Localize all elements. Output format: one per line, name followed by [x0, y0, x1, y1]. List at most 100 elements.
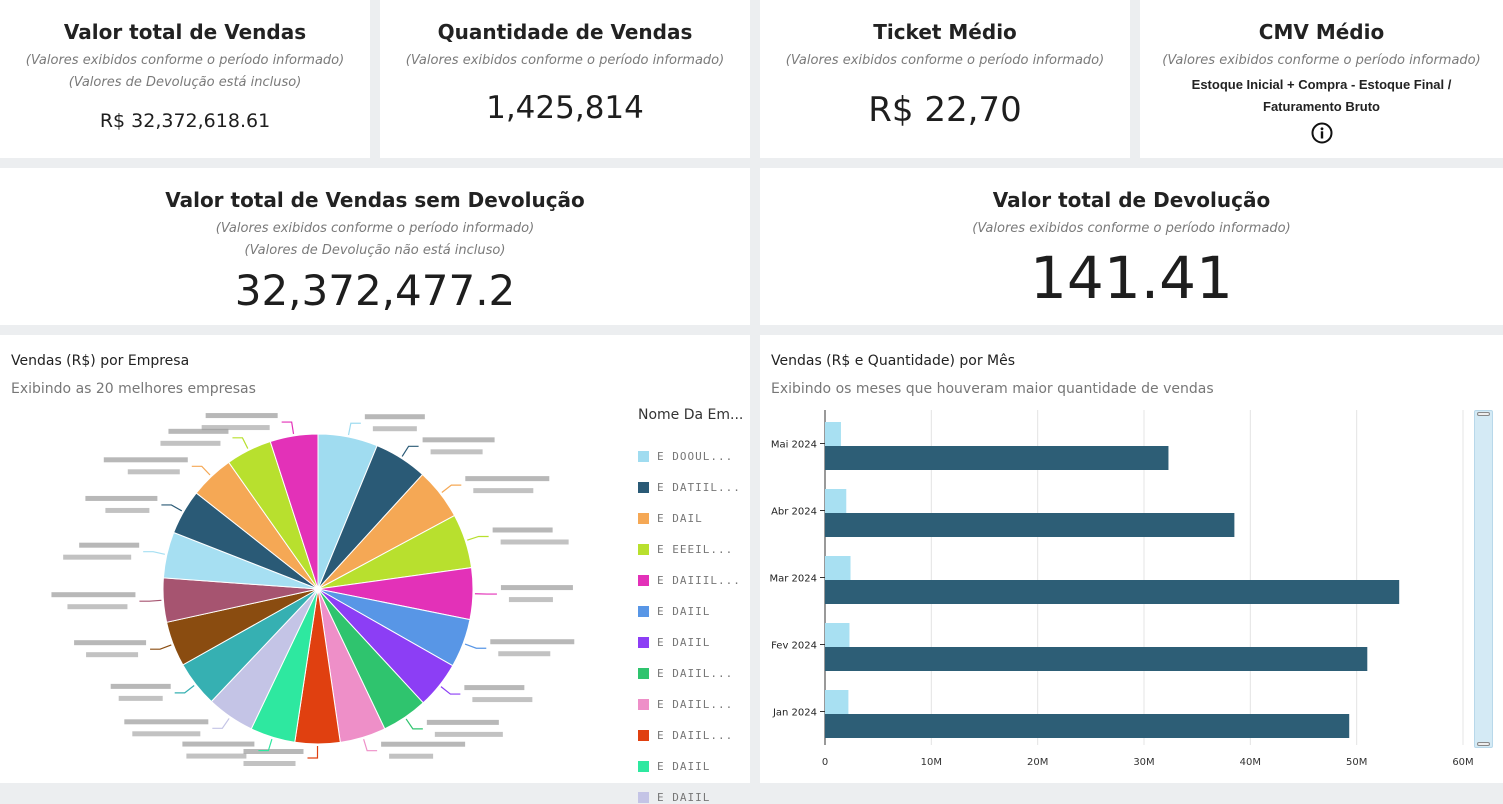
- legend-swatch: [638, 482, 649, 493]
- legend-label: E DAIIL: [657, 791, 710, 804]
- pie-slice-label: [243, 749, 303, 766]
- legend-swatch: [638, 730, 649, 741]
- bar-vendas[interactable]: [825, 446, 1168, 470]
- legend-item[interactable]: E DAIL: [638, 512, 703, 525]
- pie-slice-label: [490, 639, 574, 656]
- legend-label: E EEEIL...: [657, 543, 733, 556]
- pie-leader-line: [175, 686, 194, 693]
- pie-slice-label: [160, 429, 228, 446]
- pie-leader-line: [143, 552, 165, 555]
- legend-item[interactable]: E DAIIL...: [638, 729, 733, 742]
- bar-quantidade[interactable]: [825, 556, 851, 580]
- kpi-value: 32,372,477.2: [0, 266, 750, 315]
- pie-leader-line: [467, 536, 488, 540]
- legend-item[interactable]: E DAIIL: [638, 791, 710, 804]
- kpi-title: Quantidade de Vendas: [380, 20, 750, 44]
- pie-leader-line: [441, 687, 460, 694]
- legend-swatch: [638, 637, 649, 648]
- kpi-title: CMV Médio: [1140, 20, 1503, 44]
- pie-chart[interactable]: [0, 335, 630, 783]
- bar-vendas[interactable]: [825, 647, 1367, 671]
- scrollbar[interactable]: [1474, 410, 1493, 748]
- kpi-subtitle: (Valores exibidos conforme o período inf…: [0, 50, 370, 72]
- legend-label: E DOOUL...: [657, 450, 733, 463]
- pie-slice-label: [501, 585, 573, 602]
- legend-item[interactable]: E EEEIL...: [638, 543, 733, 556]
- kpi-value: 1,425,814: [380, 90, 750, 126]
- legend-item[interactable]: E DAIIL...: [638, 698, 733, 711]
- cmv-formula-line1: Estoque Inicial + Compra - Estoque Final…: [1140, 74, 1503, 96]
- pie-slice-label: [423, 437, 495, 454]
- legend-title: Nome Da Em...: [638, 407, 743, 423]
- scrollbar-handle-top[interactable]: [1477, 412, 1490, 416]
- legend-swatch: [638, 668, 649, 679]
- bar-vendas[interactable]: [825, 580, 1399, 604]
- pie-slice-label: [104, 457, 188, 474]
- y-tick-label: Abr 2024: [771, 507, 817, 518]
- kpi-cmv-card: CMV Médio (Valores exibidos conforme o p…: [1140, 0, 1503, 158]
- pie-leader-line: [402, 446, 418, 456]
- pie-leader-line: [258, 739, 272, 750]
- pie-leader-line: [161, 505, 181, 511]
- bar-quantidade[interactable]: [825, 623, 849, 647]
- legend-swatch: [638, 544, 649, 555]
- pie-leader-line: [232, 438, 247, 449]
- kpi-subtitle: (Valores de Devolução não está incluso): [0, 240, 750, 262]
- x-tick-label: 40M: [1240, 757, 1261, 768]
- pie-leader-line: [307, 746, 317, 758]
- pie-chart-card: Vendas (R$) por Empresa Exibindo as 20 m…: [0, 335, 750, 783]
- cmv-formula-line2: Faturamento Bruto: [1140, 96, 1503, 118]
- y-tick-label: Fev 2024: [771, 641, 817, 652]
- kpi-subtitle: (Valores de Devolução está incluso): [0, 72, 370, 94]
- y-tick-label: Mai 2024: [771, 440, 817, 451]
- pie-leader-line: [150, 645, 171, 649]
- pie-slice-label: [465, 476, 549, 493]
- kpi-value: R$ 22,70: [760, 90, 1130, 130]
- pie-leader-line: [364, 739, 377, 750]
- pie-slice-label: [381, 742, 465, 759]
- legend-swatch: [638, 513, 649, 524]
- legend-label: E DAIIIL...: [657, 574, 741, 587]
- kpi-title: Valor total de Vendas sem Devolução: [0, 188, 750, 212]
- pie-slice-label: [365, 414, 425, 431]
- scrollbar-handle-bottom[interactable]: [1477, 742, 1490, 746]
- bar-quantidade[interactable]: [825, 489, 846, 513]
- x-tick-label: 30M: [1133, 757, 1154, 768]
- bar-vendas[interactable]: [825, 513, 1234, 537]
- kpi-title: Ticket Médio: [760, 20, 1130, 44]
- kpi-devolucao-card: Valor total de Devolução (Valores exibid…: [760, 168, 1503, 325]
- legend-item[interactable]: E DATIIL...: [638, 481, 741, 494]
- kpi-subtitle: (Valores exibidos conforme o período inf…: [760, 218, 1503, 240]
- bar-quantidade[interactable]: [825, 690, 848, 714]
- bar-quantidade[interactable]: [825, 422, 841, 446]
- legend-label: E DAIIL: [657, 636, 710, 649]
- legend-item[interactable]: E DAIIL: [638, 636, 710, 649]
- legend-item[interactable]: E DAIIL: [638, 760, 710, 773]
- legend-item[interactable]: E DAIIL: [638, 605, 710, 618]
- info-icon[interactable]: [1311, 122, 1333, 144]
- legend-item[interactable]: E DOOUL...: [638, 450, 733, 463]
- bar-chart-card: Vendas (R$ e Quantidade) por Mês Exibind…: [760, 335, 1503, 783]
- y-tick-label: Jan 2024: [772, 708, 817, 719]
- kpi-title: Valor total de Devolução: [760, 188, 1503, 212]
- bar-vendas[interactable]: [825, 714, 1349, 738]
- pie-slice-label: [427, 720, 503, 737]
- kpi-value: R$ 32,372,618.61: [0, 110, 370, 132]
- pie-leader-line: [192, 466, 210, 475]
- pie-leader-line: [465, 644, 486, 648]
- kpi-sem-devolucao-card: Valor total de Vendas sem Devolução (Val…: [0, 168, 750, 325]
- pie-leader-line: [406, 719, 423, 729]
- kpi-valor-total-card: Valor total de Vendas (Valores exibidos …: [0, 0, 370, 158]
- legend-label: E DATIIL...: [657, 481, 741, 494]
- y-tick-label: Mar 2024: [770, 574, 818, 585]
- legend-swatch: [638, 761, 649, 772]
- legend-label: E DAIIL: [657, 760, 710, 773]
- kpi-subtitle: (Valores exibidos conforme o período inf…: [380, 50, 750, 72]
- legend-item[interactable]: E DAIIL...: [638, 667, 733, 680]
- pie-slice-label: [51, 592, 135, 609]
- pie-leader-line: [282, 422, 294, 434]
- pie-slice-label: [111, 684, 171, 701]
- legend-label: E DAIIL...: [657, 667, 733, 680]
- legend-item[interactable]: E DAIIIL...: [638, 574, 741, 587]
